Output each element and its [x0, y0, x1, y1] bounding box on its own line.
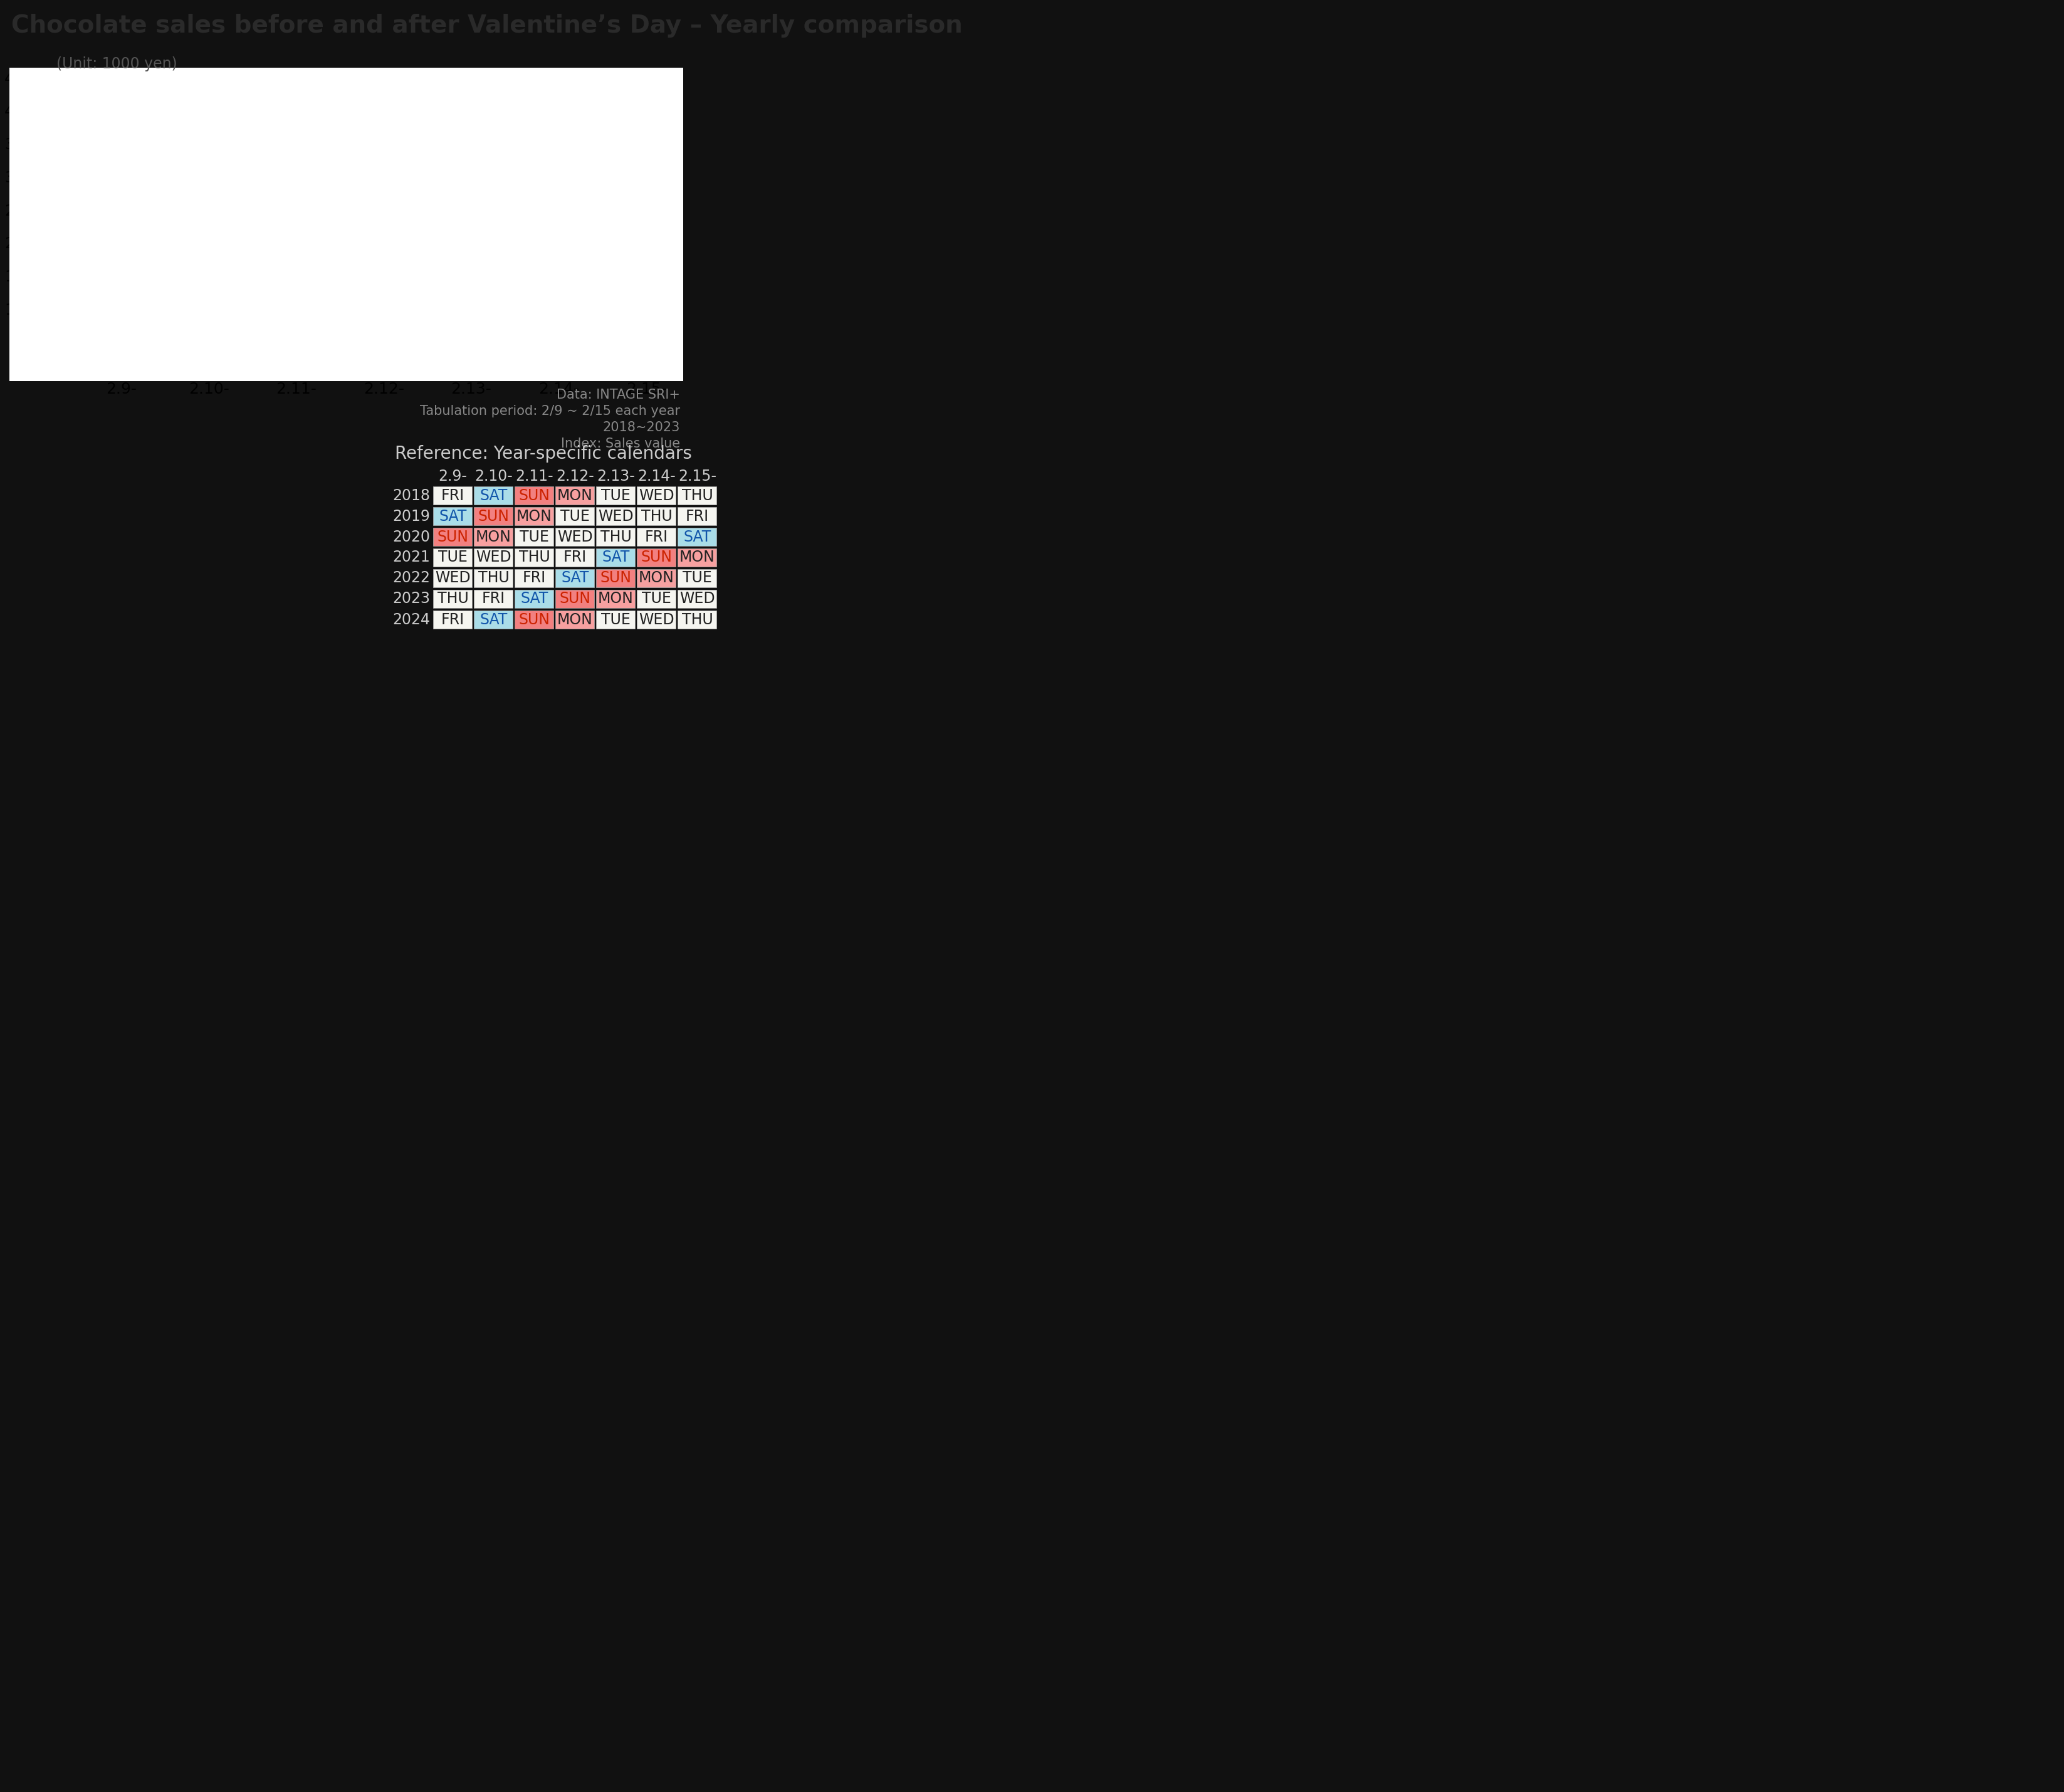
Text: WED: WED	[640, 613, 675, 627]
Text: SUN: SUN	[479, 509, 510, 523]
Text: SAT: SAT	[561, 570, 588, 586]
Text: MON: MON	[477, 529, 512, 545]
Text: WED: WED	[477, 550, 512, 564]
Text: SAT: SAT	[440, 509, 466, 523]
Text: MON: MON	[638, 570, 675, 586]
Text: MON: MON	[557, 613, 592, 627]
Text: SAT: SAT	[479, 613, 508, 627]
Text: THU: THU	[642, 509, 673, 523]
Text: 2.12-: 2.12-	[555, 470, 594, 484]
Text: SAT: SAT	[520, 591, 549, 606]
Text: MON: MON	[557, 487, 592, 504]
Text: MON: MON	[679, 550, 714, 564]
Text: THU: THU	[681, 487, 712, 504]
Text: 2018: 2018	[392, 487, 429, 504]
Text: 2021: 2021	[392, 550, 429, 564]
Text: MON: MON	[516, 509, 553, 523]
Text: SAT: SAT	[683, 529, 712, 545]
Text: SUN: SUN	[601, 570, 632, 586]
Text: SAT: SAT	[479, 487, 508, 504]
Text: 2.9-: 2.9-	[438, 470, 466, 484]
Text: SUN: SUN	[642, 550, 673, 564]
Text: 2023: 2023	[392, 591, 429, 606]
Text: THU: THU	[601, 529, 632, 545]
Text: FRI: FRI	[644, 529, 669, 545]
Text: Tabulation period: 2/9 ∼ 2/15 each year: Tabulation period: 2/9 ∼ 2/15 each year	[419, 405, 679, 418]
Text: TUE: TUE	[683, 570, 712, 586]
Text: TUE: TUE	[601, 613, 630, 627]
Text: SUN: SUN	[518, 487, 549, 504]
Text: WED: WED	[640, 487, 675, 504]
Text: THU: THU	[518, 550, 549, 564]
Text: FRI: FRI	[481, 591, 506, 606]
Text: TUE: TUE	[642, 591, 671, 606]
Text: FRI: FRI	[563, 550, 586, 564]
Text: THU: THU	[438, 591, 469, 606]
Text: WED: WED	[436, 570, 471, 586]
Text: WED: WED	[679, 591, 714, 606]
Text: THU: THU	[681, 613, 712, 627]
Text: 2024: 2024	[392, 613, 429, 627]
Text: 2.11-: 2.11-	[516, 470, 553, 484]
Text: Reference: Year-specific calendars: Reference: Year-specific calendars	[394, 444, 691, 462]
Text: FRI: FRI	[522, 570, 547, 586]
Text: FRI: FRI	[442, 613, 464, 627]
Text: ♡: ♡	[551, 115, 568, 133]
Text: SAT: SAT	[603, 550, 630, 564]
Text: 2020: 2020	[392, 529, 429, 545]
Text: TUE: TUE	[561, 509, 590, 523]
Text: Index: Sales value: Index: Sales value	[561, 437, 679, 450]
Text: WED: WED	[599, 509, 634, 523]
Text: Data: INTAGE SRI+: Data: INTAGE SRI+	[557, 389, 679, 401]
Text: (Unit: 1000 yen): (Unit: 1000 yen)	[56, 56, 178, 72]
Text: 2019: 2019	[392, 509, 429, 523]
Text: SUN: SUN	[559, 591, 590, 606]
Text: 2018∼2023: 2018∼2023	[603, 421, 679, 434]
Text: 2.14-: 2.14-	[638, 470, 675, 484]
Text: SUN: SUN	[438, 529, 469, 545]
Text: THU: THU	[479, 570, 510, 586]
Text: 2.10-: 2.10-	[475, 470, 512, 484]
Text: WED: WED	[557, 529, 592, 545]
Legend: 2018, 2019, 2020, 2021, 2022, 2023: 2018, 2019, 2020, 2021, 2022, 2023	[561, 86, 669, 258]
Text: Chocolate sales before and after Valentine’s Day – Yearly comparison: Chocolate sales before and after Valenti…	[10, 14, 962, 38]
Text: FRI: FRI	[685, 509, 708, 523]
Text: 2.13-: 2.13-	[596, 470, 636, 484]
Text: 2022: 2022	[392, 570, 429, 586]
Text: FRI: FRI	[442, 487, 464, 504]
Text: TUE: TUE	[601, 487, 630, 504]
Text: SUN: SUN	[518, 613, 549, 627]
Text: TUE: TUE	[438, 550, 469, 564]
Text: MON: MON	[599, 591, 634, 606]
Text: TUE: TUE	[520, 529, 549, 545]
Text: 2.15-: 2.15-	[679, 470, 716, 484]
